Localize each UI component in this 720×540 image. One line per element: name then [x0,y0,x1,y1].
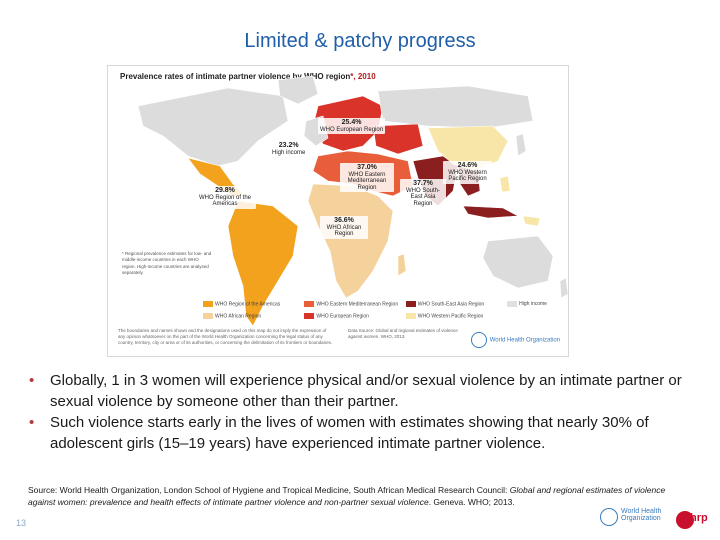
label-e-med: 37.0% WHO Eastern Mediterranean Region [340,163,394,193]
region-pacific-islands [499,175,541,227]
bullet-item: Such violence starts early in the lives … [22,412,682,454]
legend-item: WHO Region of the Americas [203,301,303,307]
legend-item: WHO Western Pacific Region [405,313,506,319]
region-south-america [227,200,299,327]
region-japan [515,133,527,157]
hrp-logo-icon [676,511,694,529]
map-footnote: * Regional prevalence estimates for low-… [122,251,212,275]
region-madagascar [397,253,407,277]
map-legend-row-1: WHO Region of the Americas WHO Eastern M… [203,301,547,307]
region-north-america [137,87,289,167]
label-europe: 25.4% WHO European Region [318,118,386,135]
map-data-source: Data Source: Global and regional estimat… [348,328,458,339]
region-australia [482,235,554,289]
who-emblem-icon [600,508,618,526]
region-russia [377,85,534,129]
region-greenland [277,75,319,105]
map-title: Prevalence rates of intimate partner vio… [120,72,376,81]
map-disclaimer: The boundaries and names shown and the d… [118,328,333,345]
legend-item: High income [507,301,547,307]
region-africa [307,183,394,299]
legend-item: WHO South-East Asia Region [405,301,506,307]
region-new-zealand [559,277,568,299]
label-se-asia: 37.7% WHO South-East Asia Region [400,179,446,209]
label-africa: 36.6% WHO African Region [320,216,368,239]
bullet-item: Globally, 1 in 3 women will experience p… [22,370,682,412]
who-globe-icon [470,332,487,348]
page-number: 13 [16,518,27,528]
label-high-income: 23.2% High income [270,141,308,158]
legend-item: WHO Eastern Mediterranean Region [304,301,404,307]
slide-title: Limited & patchy progress [244,30,476,52]
who-logo: World Health Organization [470,332,560,348]
label-w-pacific: 24.6% WHO Western Pacific Region [443,161,492,184]
label-americas: 29.8% WHO Region of the Americas [194,186,256,209]
region-central-asia [372,123,424,155]
legend-item: WHO African Region [203,313,303,319]
region-indonesia [462,205,520,219]
source-citation: Source: World Health Organization, Londo… [28,485,666,507]
hrp-logo-text: hrp [690,512,708,524]
legend-item: WHO European Region [304,313,404,319]
bullet-list: Globally, 1 in 3 women will experience p… [22,370,682,454]
map-figure: Prevalence rates of intimate partner vio… [107,65,569,357]
map-legend-row-2: WHO African Region WHO European Region W… [203,313,506,319]
footer-who-logo: World Health Organization [600,508,661,526]
